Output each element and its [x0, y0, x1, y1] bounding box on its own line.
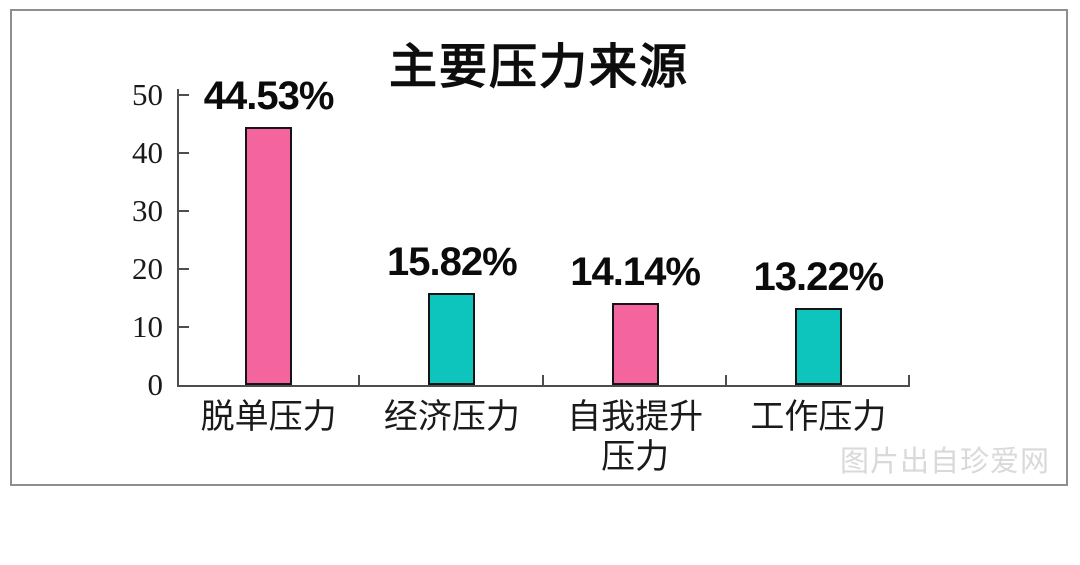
y-axis-tick	[179, 94, 189, 96]
y-axis-tick-label: 50	[132, 77, 163, 112]
y-axis-tick-label: 10	[132, 309, 163, 344]
x-axis-tick	[724, 375, 727, 385]
chart-panel: 主要压力来源 0 10 20 30 40 50 44.53% 脱单压力 15.82% 经济压力 14…	[10, 9, 1068, 486]
y-axis-tick-label: 0	[147, 367, 164, 402]
y-axis-tick-label: 40	[132, 135, 163, 170]
bar-value-label: 13.22%	[753, 255, 885, 300]
x-axis-category-label: 脱单压力	[200, 398, 337, 436]
x-axis-tick	[908, 375, 910, 385]
y-axis-tick-label: 30	[132, 193, 163, 228]
y-axis-tick	[179, 152, 189, 154]
y-axis-line	[177, 89, 179, 385]
x-axis-category-label: 工作压力	[750, 398, 887, 436]
y-axis-tick	[179, 326, 189, 328]
x-axis-line	[177, 385, 910, 387]
x-axis-tick	[358, 375, 361, 385]
watermark-text: 图片出自珍爱网	[839, 446, 1050, 478]
bar-4	[794, 308, 842, 385]
bar-value-label: 44.53%	[203, 73, 335, 118]
bar-value-label: 15.82%	[387, 240, 518, 285]
x-axis-category-label: 自我提升压力	[567, 398, 704, 476]
bar-2	[428, 293, 476, 385]
chart-title: 主要压力来源	[388, 41, 689, 94]
bar-value-label: 14.14%	[570, 250, 701, 294]
plot-area: 0 10 20 30 40 50 44.53% 脱单压力 15.82% 经济压力 14.14% 自我提…	[132, 74, 910, 476]
x-axis-tick	[541, 375, 544, 385]
y-axis-tick	[179, 210, 189, 212]
bar-3	[611, 303, 659, 385]
y-axis-tick	[179, 268, 189, 270]
bar-1	[245, 126, 293, 385]
y-axis-tick-label: 20	[132, 251, 163, 286]
x-axis-category-label: 经济压力	[383, 398, 520, 436]
